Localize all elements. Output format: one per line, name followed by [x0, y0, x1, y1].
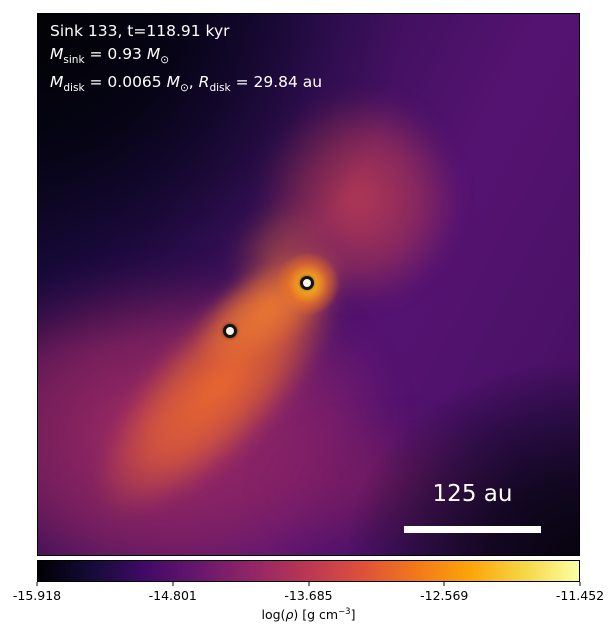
density-spur	[208, 182, 348, 326]
colorbar-tick	[36, 582, 38, 586]
density-filament	[56, 216, 384, 554]
colorbar-tick-label: -15.918	[12, 588, 62, 603]
sink-title: Sink 133, t=118.91 kyr	[50, 22, 230, 40]
sink-marker-secondary	[222, 324, 237, 339]
sink-marker-primary	[300, 276, 315, 291]
colorbar-tick-label: -11.452	[555, 588, 605, 603]
colorbar-tick	[172, 582, 174, 586]
colorbar-tick-label: -13.685	[284, 588, 333, 603]
density-map-axes: Sink 133, t=118.91 kyr Msink = 0.93 M⊙ M…	[37, 13, 580, 556]
density-wash-lower-left	[38, 272, 390, 555]
colorbar-tick-labels: -15.918 -14.801 -13.685 -12.569 -11.452	[13, 588, 604, 604]
colorbar	[37, 560, 580, 582]
scale-bar-label: 125 au	[432, 481, 513, 507]
colorbar-tick-label: -14.801	[148, 588, 197, 603]
colorbar-tick	[308, 582, 309, 586]
density-lobe-upper-right	[258, 94, 458, 304]
sink-mass-line: Msink = 0.93 M⊙	[50, 44, 170, 66]
scale-bar	[404, 526, 541, 533]
colorbar-tick	[579, 582, 581, 586]
disk-mass-radius-line: Mdisk = 0.0065 M⊙, Rdisk = 29.84 au	[50, 73, 323, 95]
annotation-block: Sink 133, t=118.91 kyr Msink = 0.93 M⊙ M…	[50, 20, 322, 100]
density-filament-upper	[177, 224, 363, 388]
colorbar-ticks	[36, 582, 581, 587]
colorbar-label: log(ρ) [g cm−3]	[261, 607, 356, 623]
colorbar-gradient	[38, 561, 579, 581]
colorbar-tick	[443, 582, 445, 586]
colorbar-tick-label: -12.569	[420, 588, 469, 603]
